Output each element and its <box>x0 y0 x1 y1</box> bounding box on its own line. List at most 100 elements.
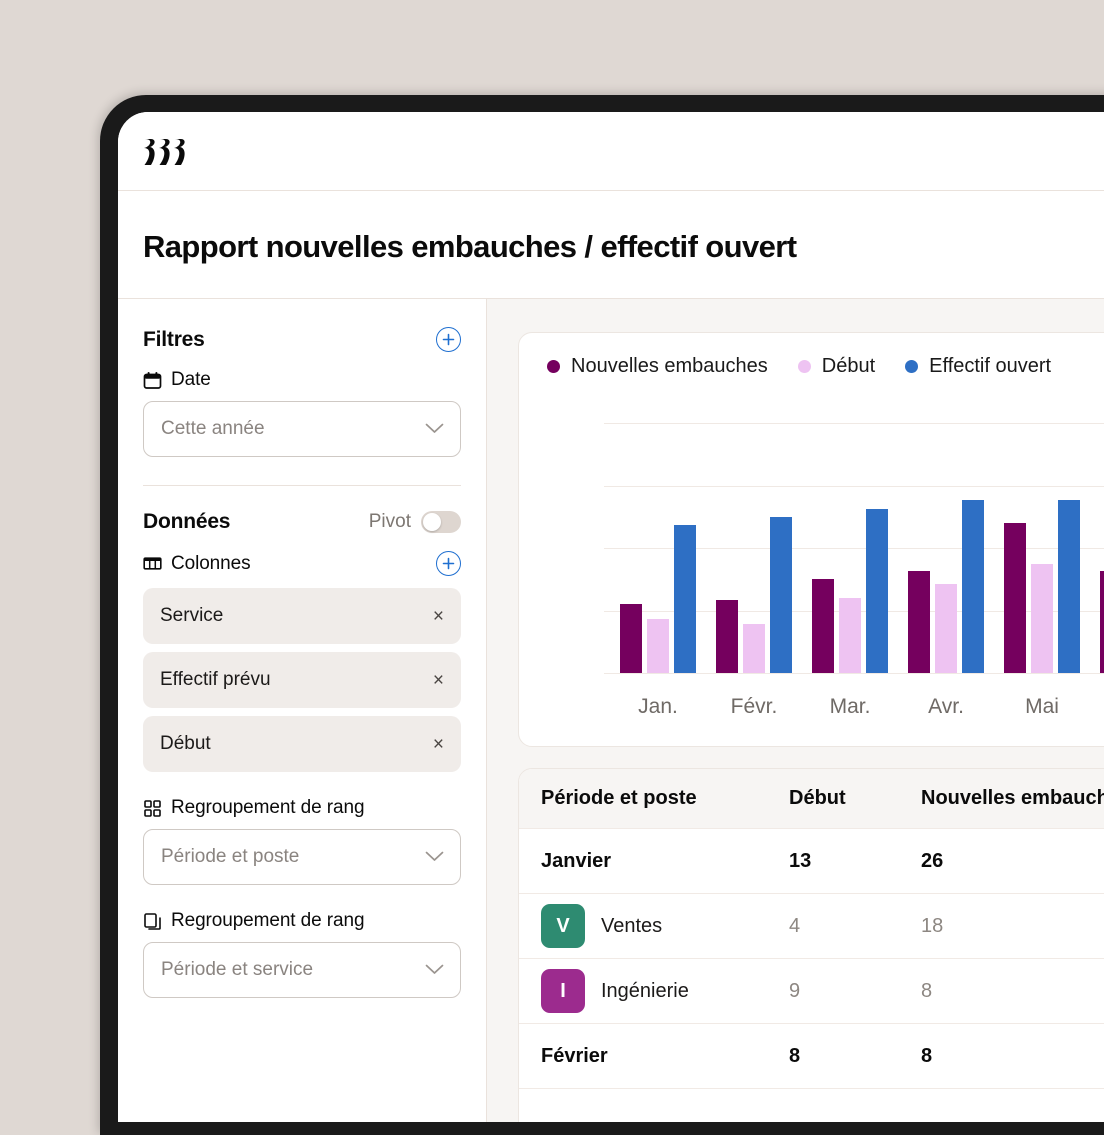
table-column-header[interactable]: Nouvelles embauches <box>921 787 1104 809</box>
add-filter-button[interactable] <box>436 327 461 352</box>
remove-column-icon[interactable]: × <box>432 669 444 691</box>
pivot-toggle[interactable] <box>421 511 461 533</box>
grouping-block: Regroupement de rang Période et service <box>143 910 461 998</box>
column-chip[interactable]: Service × <box>143 588 461 644</box>
chart-bar[interactable] <box>812 579 834 673</box>
date-filter-label-text: Date <box>171 369 211 390</box>
chart-bar[interactable] <box>743 623 765 673</box>
grouping-block: Regroupement de rang Période et poste <box>143 797 461 885</box>
table-item-label: Ventes <box>601 914 663 937</box>
table-row[interactable]: V Ventes 4 18 <box>519 894 1104 959</box>
date-filter-value: Cette année <box>161 418 265 439</box>
pivot-control[interactable]: Pivot <box>369 511 461 533</box>
chart-legend: Nouvelles embauches Début Effectif ouvert <box>547 355 1104 378</box>
table-cell-debut: 13 <box>789 849 812 872</box>
filters-header: Filtres <box>143 327 461 352</box>
chart-bar[interactable] <box>647 618 669 673</box>
chart-bar[interactable] <box>839 598 861 673</box>
chart-bar[interactable] <box>1004 523 1026 673</box>
avatar: V <box>541 904 585 948</box>
grouping-label: Regroupement de rang <box>143 797 461 819</box>
table-cell-nouvelles: 18 <box>921 914 944 937</box>
table-column-header[interactable]: Début <box>789 787 846 809</box>
avatar-initial: I <box>560 979 566 1002</box>
column-chip-label: Service <box>160 605 224 626</box>
sidebar-divider <box>143 485 461 486</box>
pivot-label: Pivot <box>368 511 411 532</box>
table-body: Janvier 13 26 V Ventes 4 18 I Ingénierie 9 8 Févrie… <box>519 829 1104 1089</box>
x-axis-tick: Mar. <box>829 695 871 718</box>
rippling-logo[interactable] <box>143 136 190 173</box>
table-cell-debut: 9 <box>789 979 801 1002</box>
grouping-list: Regroupement de rang Période et poste Regr… <box>143 797 461 998</box>
columns-icon <box>143 554 162 573</box>
data-title: Données <box>143 510 231 533</box>
sidebar-panel: Filtres Date <box>118 299 487 1122</box>
remove-column-icon[interactable]: × <box>432 605 444 627</box>
chart-bar[interactable] <box>620 604 642 673</box>
add-column-button[interactable] <box>436 551 461 576</box>
chart-bar[interactable] <box>674 524 696 673</box>
avatar: I <box>541 969 585 1013</box>
chevron-down-icon <box>425 418 444 440</box>
page-title: Rapport nouvelles embauches / effectif o… <box>143 229 797 264</box>
grouping-value: Période et poste <box>161 846 300 867</box>
column-chip[interactable]: Début × <box>143 716 461 772</box>
plus-icon <box>442 557 455 570</box>
app-topbar <box>118 112 1104 191</box>
table-cell-debut: 8 <box>789 1044 801 1067</box>
chart-bar[interactable] <box>962 499 984 673</box>
chevron-down-icon <box>425 959 444 981</box>
chart-gridline <box>604 548 1104 549</box>
table-group-label: Février <box>541 1044 608 1067</box>
legend-item[interactable]: Effectif ouvert <box>905 355 1051 378</box>
table-cell-nouvelles: 8 <box>921 979 933 1002</box>
columns-label-text: Colonnes <box>171 552 251 574</box>
legend-label: Effectif ouvert <box>929 355 1052 377</box>
grouping-value: Période et service <box>161 959 314 980</box>
chart-bar[interactable] <box>1031 563 1053 673</box>
table-cell-debut: 4 <box>789 914 801 937</box>
table-row[interactable]: Janvier 13 26 <box>519 829 1104 894</box>
table-row[interactable]: I Ingénierie 9 8 <box>519 959 1104 1024</box>
chart-gridline <box>604 485 1104 487</box>
legend-item[interactable]: Début <box>797 355 876 378</box>
chart-bar[interactable] <box>866 509 888 673</box>
table-cell-nouvelles: 26 <box>921 849 944 872</box>
copy-icon <box>143 912 162 931</box>
x-axis-tick: Jan. <box>638 695 678 718</box>
chevron-down-icon <box>425 846 444 868</box>
table-group-label: Janvier <box>541 849 612 872</box>
date-filter-select[interactable]: Cette année <box>143 401 461 457</box>
chart-bar[interactable] <box>770 516 792 673</box>
data-table-card: Période et poste Début Nouvelles embauches… <box>518 768 1104 1122</box>
grouping-select[interactable]: Période et service <box>143 942 461 998</box>
column-chip-label: Effectif prévu <box>160 669 271 690</box>
table-header-row: Période et poste Début Nouvelles embauches <box>519 769 1104 829</box>
grouping-label-text: Regroupement de rang <box>171 797 365 818</box>
x-axis-tick: Avr. <box>928 695 964 718</box>
legend-item[interactable]: Nouvelles embauches <box>547 355 768 378</box>
remove-column-icon[interactable]: × <box>432 733 444 755</box>
page-title-bar: Rapport nouvelles embauches / effectif o… <box>118 191 1104 299</box>
legend-swatch <box>797 360 811 373</box>
x-axis-tick: Févr. <box>730 695 778 718</box>
legend-label: Début <box>821 355 876 377</box>
chart-bar[interactable] <box>908 571 930 673</box>
chart-bar[interactable] <box>716 599 738 673</box>
chart-bar[interactable] <box>935 583 957 673</box>
grouping-label: Regroupement de rang <box>143 910 461 932</box>
columns-label: Colonnes <box>143 552 251 575</box>
column-chip[interactable]: Effectif prévu × <box>143 652 461 708</box>
calendar-icon <box>143 371 162 390</box>
chart-gridline <box>604 423 1104 424</box>
avatar-initial: V <box>556 914 570 937</box>
chart-bar[interactable] <box>1058 499 1080 673</box>
chart-bar[interactable] <box>1100 571 1104 673</box>
x-axis-tick: Mai <box>1025 695 1059 718</box>
table-cell-nouvelles: 8 <box>921 1044 933 1067</box>
table-column-header[interactable]: Période et poste <box>541 787 697 809</box>
grouping-select[interactable]: Période et poste <box>143 829 461 885</box>
table-row[interactable]: Février 8 8 <box>519 1024 1104 1089</box>
legend-swatch <box>905 360 919 373</box>
